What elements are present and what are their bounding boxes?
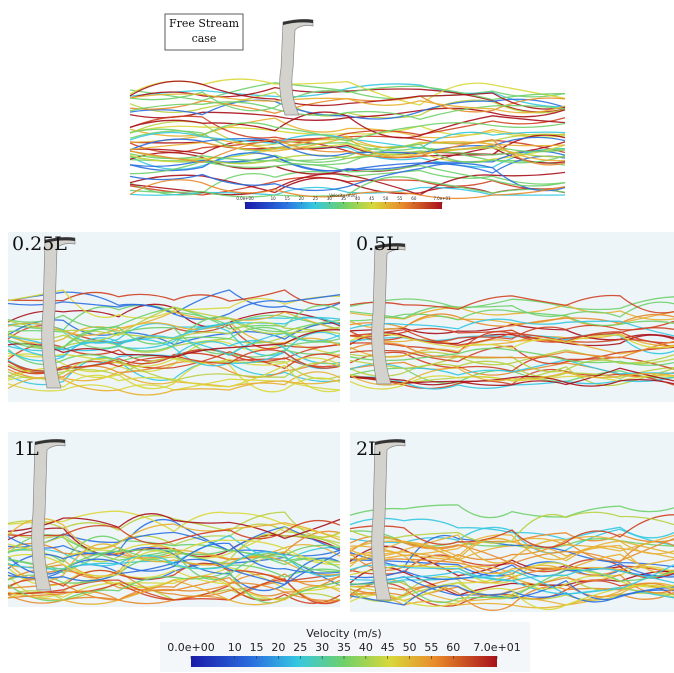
colorbar-tick-label: 15 bbox=[250, 641, 264, 654]
colorbar-title: Velocity (m/s) bbox=[306, 627, 381, 640]
panel-label: 0.5L bbox=[356, 233, 399, 255]
colorbar-tick-label: 55 bbox=[397, 196, 403, 201]
colorbar-tick-label: 15 bbox=[285, 196, 291, 201]
colorbar-tick-label: 60 bbox=[411, 196, 417, 201]
panel-label: 2L bbox=[356, 438, 381, 460]
colorbar-tick-label: 55 bbox=[424, 641, 438, 654]
colorbar-tick-label: 45 bbox=[369, 196, 375, 201]
colorbar-tick-label: 45 bbox=[381, 641, 395, 654]
panel-label: 1L bbox=[14, 438, 39, 460]
colorbar-tick-label: 25 bbox=[293, 641, 307, 654]
colorbar-tick-label: 50 bbox=[383, 196, 389, 201]
blade bbox=[280, 19, 313, 115]
colorbar-tick-label: 25 bbox=[313, 196, 319, 201]
colorbar-tick-label: 60 bbox=[446, 641, 460, 654]
colorbar-tick-label: 40 bbox=[355, 196, 361, 201]
colorbar-tick-label: 7.0e+01 bbox=[433, 196, 451, 201]
colorbar-tick-label: 10 bbox=[228, 641, 242, 654]
colorbar-tick-label: 0.0e+00 bbox=[236, 196, 254, 201]
colorbar-tick-label: 40 bbox=[359, 641, 373, 654]
free-stream-label: Free Stream case bbox=[165, 16, 243, 46]
label-holder: Free Stream case bbox=[165, 16, 243, 50]
figure: Free Stream case Velocity (m/s) 0.0e+00 1… bbox=[0, 0, 674, 673]
colorbar-tick-label: 20 bbox=[299, 196, 305, 201]
colorbar-tick-label: 50 bbox=[403, 641, 417, 654]
colorbar-tick-label: 20 bbox=[271, 641, 285, 654]
colorbar-tick-label: 0.0e+00 bbox=[167, 641, 214, 654]
colorbar-tick-label: 10 bbox=[271, 196, 277, 201]
colorbar-tick-label: 35 bbox=[341, 196, 347, 201]
colorbar-tick-label: 7.0e+01 bbox=[473, 641, 520, 654]
colorbar-tick-label: 35 bbox=[337, 641, 351, 654]
panel-label: 0.25L bbox=[12, 233, 67, 255]
colorbar-tick-label: 30 bbox=[327, 196, 333, 201]
colorbar-tick-label: 30 bbox=[315, 641, 329, 654]
